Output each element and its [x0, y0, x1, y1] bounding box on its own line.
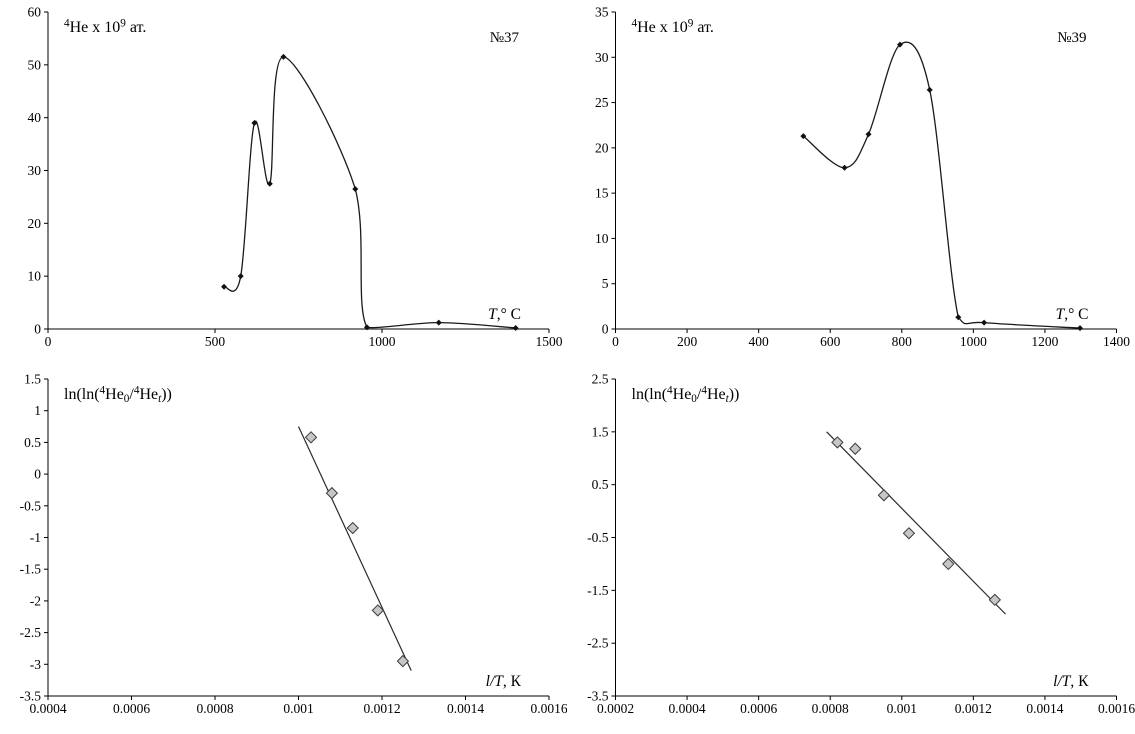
- svg-text:0.0004: 0.0004: [669, 701, 706, 716]
- svg-text:40: 40: [28, 110, 42, 125]
- svg-text:5: 5: [602, 276, 609, 291]
- svg-text:-3.5: -3.5: [587, 689, 609, 704]
- chart-he-release-39: 0 200 400 600 800 1000 1200 1400 0 5 10 15 20 25 30 35 4…: [595, 5, 1130, 350]
- svg-text:10: 10: [28, 269, 42, 284]
- svg-text:0.0014: 0.0014: [447, 701, 484, 716]
- svg-text:200: 200: [677, 334, 698, 349]
- svg-text:35: 35: [595, 5, 609, 20]
- svg-text:4He x 109 ат.: 4He x 109 ат.: [64, 18, 146, 36]
- svg-text:0: 0: [34, 467, 41, 482]
- svg-text:1.5: 1.5: [592, 424, 609, 439]
- svg-text:0: 0: [612, 334, 619, 349]
- svg-text:0.5: 0.5: [592, 477, 609, 492]
- svg-text:-0.5: -0.5: [20, 498, 42, 513]
- svg-text:1500: 1500: [536, 334, 563, 349]
- svg-text:0.0016: 0.0016: [1098, 701, 1135, 716]
- svg-text:0.0006: 0.0006: [740, 701, 777, 716]
- svg-text:-3.5: -3.5: [20, 689, 42, 704]
- svg-text:1400: 1400: [1103, 334, 1130, 349]
- svg-text:№39: №39: [1057, 30, 1086, 46]
- svg-text:30: 30: [28, 163, 42, 178]
- svg-text:1000: 1000: [960, 334, 987, 349]
- svg-text:0: 0: [45, 334, 52, 349]
- svg-text:25: 25: [595, 95, 609, 110]
- svg-text:60: 60: [28, 5, 42, 20]
- svg-text:-1: -1: [30, 530, 41, 545]
- panel-he-release-37: 0 500 1000 1500 0 10 20 30 40 50 60 4He x 109 ат. №3…: [0, 0, 567, 367]
- svg-text:600: 600: [820, 334, 841, 349]
- panel-he-release-39: 0 200 400 600 800 1000 1200 1400 0 5 10 15 20 25 30 35 4…: [567, 0, 1135, 367]
- svg-text:1200: 1200: [1031, 334, 1058, 349]
- svg-text:20: 20: [595, 140, 609, 155]
- svg-text:400: 400: [749, 334, 770, 349]
- svg-text:0.001: 0.001: [283, 701, 313, 716]
- panel-arrhenius-37: 0.0004 0.0006 0.0008 0.001 0.0012 0.0014 0.001…: [0, 367, 568, 734]
- svg-text:1.5: 1.5: [24, 372, 41, 387]
- svg-text:l/T, К: l/T, К: [486, 673, 522, 690]
- svg-text:0.0012: 0.0012: [955, 701, 992, 716]
- svg-text:-2.5: -2.5: [20, 625, 42, 640]
- svg-text:-2.5: -2.5: [587, 636, 609, 651]
- panel-arrhenius-39: 0.0002 0.0004 0.0006 0.0008 0.001 0.0012 0.001…: [567, 367, 1135, 734]
- chart-arrhenius-39: 0.0002 0.0004 0.0006 0.0008 0.001 0.0012 0.001…: [587, 372, 1135, 717]
- svg-text:1: 1: [34, 403, 41, 418]
- chart-arrhenius-37: 0.0004 0.0006 0.0008 0.001 0.0012 0.0014 0.001…: [20, 372, 568, 717]
- svg-text:0.0008: 0.0008: [812, 701, 849, 716]
- svg-text:0.0014: 0.0014: [1026, 701, 1063, 716]
- svg-text:800: 800: [892, 334, 913, 349]
- chart-he-release-37: 0 500 1000 1500 0 10 20 30 40 50 60 4He x 109 ат. №3…: [28, 5, 563, 350]
- svg-text:50: 50: [28, 57, 42, 72]
- svg-text:l/T, К: l/T, К: [1053, 673, 1089, 690]
- svg-text:0.0012: 0.0012: [363, 701, 400, 716]
- svg-text:15: 15: [595, 186, 609, 201]
- svg-text:0.0004: 0.0004: [29, 701, 66, 716]
- svg-text:20: 20: [28, 216, 42, 231]
- svg-text:T,° C: T,° C: [1056, 306, 1089, 323]
- svg-text:0.0008: 0.0008: [196, 701, 233, 716]
- svg-text:500: 500: [205, 334, 226, 349]
- svg-text:0: 0: [34, 322, 41, 337]
- svg-text:ln(ln(4He0/4Het)): ln(ln(4He0/4Het)): [64, 385, 172, 405]
- svg-text:2.5: 2.5: [592, 372, 609, 387]
- svg-text:0.001: 0.001: [887, 701, 917, 716]
- svg-text:-1.5: -1.5: [20, 562, 42, 577]
- svg-text:1000: 1000: [369, 334, 396, 349]
- svg-text:-1.5: -1.5: [587, 583, 609, 598]
- svg-text:№37: №37: [490, 30, 520, 46]
- svg-text:ln(ln(4He0/4Het)): ln(ln(4He0/4Het)): [632, 385, 740, 405]
- svg-text:4He x 109 ат.: 4He x 109 ат.: [632, 18, 714, 36]
- svg-text:T,° C: T,° C: [488, 306, 521, 323]
- svg-text:10: 10: [595, 231, 609, 246]
- svg-text:0.0002: 0.0002: [597, 701, 634, 716]
- svg-text:30: 30: [595, 50, 609, 65]
- svg-text:0.5: 0.5: [24, 435, 41, 450]
- svg-text:-3: -3: [30, 657, 41, 672]
- svg-text:-2: -2: [30, 593, 41, 608]
- svg-text:0.0016: 0.0016: [530, 701, 567, 716]
- svg-text:0: 0: [602, 322, 609, 337]
- svg-text:-0.5: -0.5: [587, 530, 609, 545]
- svg-text:0.0006: 0.0006: [113, 701, 150, 716]
